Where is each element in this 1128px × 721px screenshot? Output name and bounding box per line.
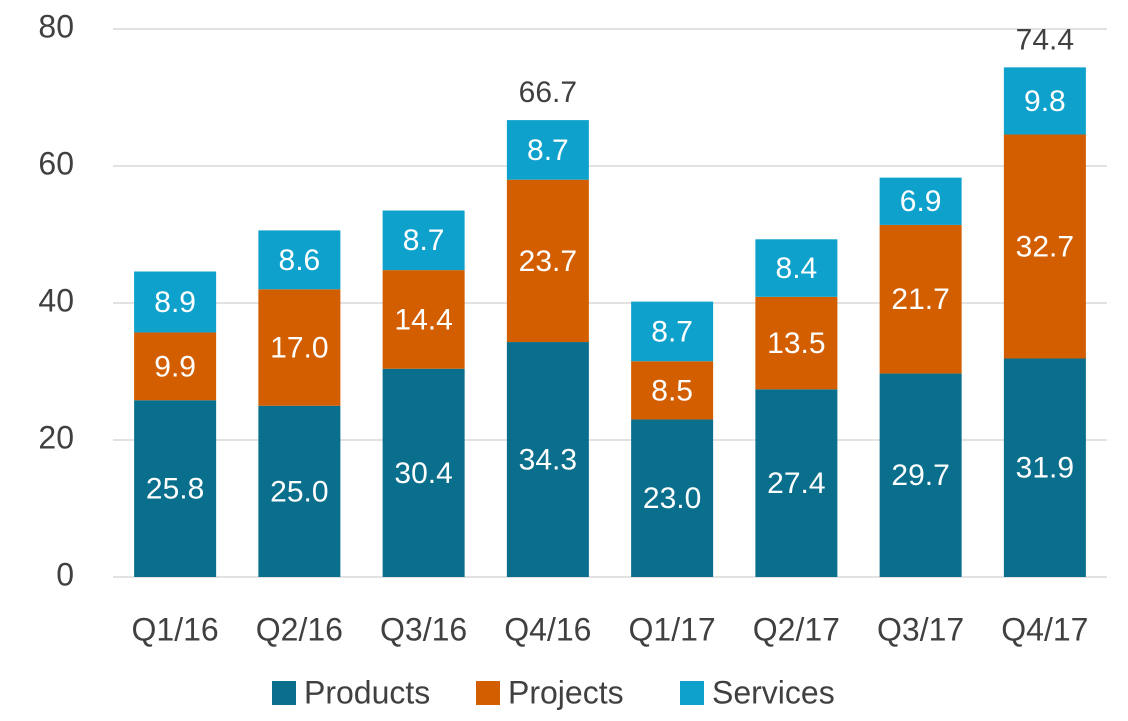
legend-swatch: [272, 681, 296, 705]
data-label: 21.7: [891, 283, 949, 316]
data-label: 8.9: [154, 286, 196, 319]
bar-segment: [382, 270, 465, 369]
data-label: 6.9: [900, 185, 942, 218]
bar-segment: [506, 179, 589, 343]
bar-segment: [1003, 134, 1086, 359]
bar-segment: [755, 239, 838, 297]
y-tick-label: 20: [38, 419, 74, 455]
data-label: 32.7: [1016, 230, 1074, 263]
x-tick-label: Q4/16: [504, 611, 591, 647]
bar-segment: [382, 210, 465, 271]
data-label: 25.0: [270, 475, 328, 508]
bar-segment: [134, 271, 217, 333]
data-label: 8.7: [651, 315, 693, 348]
bar-segment: [879, 177, 962, 225]
bar-segment: [1003, 358, 1086, 577]
bar-segment: [134, 400, 217, 577]
legend-swatch: [680, 681, 704, 705]
data-label: 30.4: [394, 457, 452, 490]
y-tick-label: 80: [38, 8, 74, 44]
bar-segment: [631, 361, 714, 420]
bar-segment: [258, 230, 341, 290]
data-label: 14.4: [394, 303, 452, 336]
data-label: 9.8: [1024, 85, 1066, 118]
bar-segment: [134, 332, 217, 401]
x-tick-label: Q2/16: [256, 611, 343, 647]
total-label: 66.7: [519, 76, 577, 109]
bar-segment: [506, 120, 589, 180]
data-label: 34.3: [519, 443, 577, 476]
bar-segment: [879, 373, 962, 577]
x-tick-label: Q1/16: [132, 611, 219, 647]
data-label: 25.8: [146, 473, 204, 506]
data-label: 8.4: [776, 252, 818, 285]
data-label: 9.9: [154, 350, 196, 383]
legend-label: Projects: [508, 674, 624, 710]
x-tick-label: Q3/16: [380, 611, 467, 647]
legend-swatch: [476, 681, 500, 705]
bar-segment: [755, 389, 838, 577]
bar-segment: [258, 405, 341, 577]
bar-segment: [382, 368, 465, 577]
bar-segment: [506, 342, 589, 577]
y-tick-label: 60: [38, 145, 74, 181]
data-label: 29.7: [891, 459, 949, 492]
x-tick-label: Q3/17: [877, 611, 964, 647]
data-label: 8.7: [403, 224, 445, 257]
bar-segment: [631, 301, 714, 362]
data-label: 31.9: [1016, 452, 1074, 485]
x-tick-label: Q4/17: [1001, 611, 1088, 647]
data-label: 13.5: [767, 327, 825, 360]
x-tick-label: Q1/17: [629, 611, 716, 647]
bar-segment: [631, 419, 714, 577]
data-label: 23.7: [519, 245, 577, 278]
data-label: 23.0: [643, 482, 701, 515]
data-label: 27.4: [767, 467, 825, 500]
bar-segment: [755, 296, 838, 390]
data-label: 8.6: [279, 244, 321, 277]
x-tick-label: Q2/17: [753, 611, 840, 647]
bar-segment: [879, 224, 962, 374]
y-tick-label: 0: [56, 556, 74, 592]
y-tick-label: 40: [38, 282, 74, 318]
bar-segment: [258, 289, 341, 406]
data-label: 17.0: [270, 331, 328, 364]
total-label: 74.4: [1016, 23, 1074, 56]
legend-label: Products: [304, 674, 430, 710]
data-label: 8.5: [651, 374, 693, 407]
data-label: 8.7: [527, 134, 569, 167]
legend-label: Services: [712, 674, 835, 710]
bar-segment: [1003, 67, 1086, 135]
